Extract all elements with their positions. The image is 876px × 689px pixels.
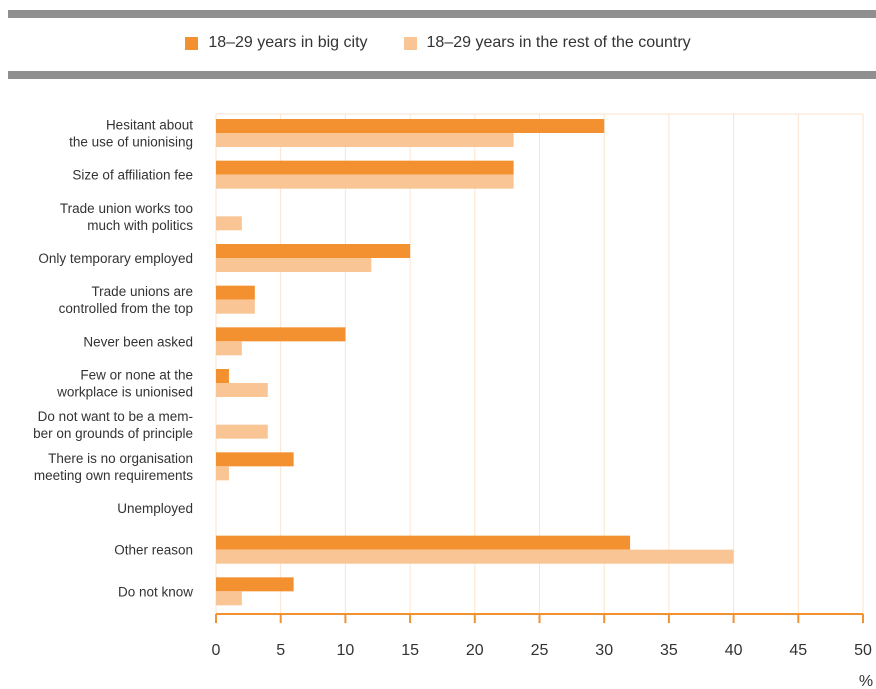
bar-rest-of-country-3 (216, 258, 372, 272)
category-label-line: Do not want to be a mem- (38, 409, 193, 424)
bar-rest-of-country-2 (216, 216, 242, 231)
bar-big-city-8 (216, 452, 294, 467)
category-label-8: There is no organisation meeting own requ… (34, 451, 193, 483)
category-label-11: Do not know (118, 584, 193, 599)
bar-big-city-11 (216, 577, 294, 592)
category-label-line: Other reason (114, 543, 193, 558)
x-tick-label-20: 20 (466, 642, 484, 659)
category-label-line: Unemployed (117, 501, 193, 516)
category-label-9: Unemployed (117, 501, 193, 516)
legend-item-rest-of-country: 18–29 years in the rest of the country (403, 34, 691, 52)
category-label-line: Size of affiliation fee (72, 168, 193, 183)
legend-swatch-big-city (185, 36, 199, 50)
category-label-line: meeting own requirements (34, 468, 193, 483)
bar-big-city-10 (216, 535, 631, 550)
x-tick-label-15: 15 (401, 642, 419, 659)
chart-legend: 18–29 years in big city 18–29 years in t… (0, 30, 876, 56)
category-label-2: Trade union works too much with politics (60, 201, 193, 233)
bar-rest-of-country-5 (216, 341, 242, 356)
x-tick-label-0: 0 (212, 642, 221, 659)
x-tick-label-10: 10 (337, 642, 355, 659)
category-label-line: much with politics (87, 218, 193, 233)
legend-bottom-rule (8, 71, 876, 79)
x-tick-label-45: 45 (789, 642, 807, 659)
category-label-line: Trade union works too (60, 201, 193, 216)
x-tick-label-40: 40 (725, 642, 743, 659)
category-label-line: There is no organisation (48, 451, 193, 466)
category-label-line: Trade unions are (91, 284, 193, 299)
x-tick-label-25: 25 (531, 642, 549, 659)
category-label-line: Hesitant about (106, 118, 193, 133)
bar-rest-of-country-7 (216, 424, 268, 439)
bar-rest-of-country-10 (216, 549, 734, 564)
bar-big-city-5 (216, 327, 346, 342)
category-label-line: ber on grounds of principle (33, 426, 193, 441)
category-label-7: Do not want to be a mem-ber on grounds o… (33, 409, 193, 441)
x-tick-label-5: 5 (276, 642, 285, 659)
bar-big-city-6 (216, 369, 229, 383)
category-label-line: controlled from the top (59, 301, 193, 316)
bar-big-city-3 (216, 244, 411, 258)
bar-big-city-4 (216, 285, 255, 300)
category-label-6: Few or none at the workplace is unionised (56, 368, 193, 400)
bar-rest-of-country-11 (216, 591, 242, 606)
legend-label-rest-of-country: 18–29 years in the rest of the country (426, 34, 691, 51)
x-tick-label-30: 30 (595, 642, 613, 659)
category-label-4: Trade unions are controlled from the top (59, 284, 193, 316)
legend-label-big-city: 18–29 years in big city (208, 34, 368, 51)
category-label-3: Only temporary employed (38, 251, 193, 266)
top-rule (8, 10, 876, 18)
category-label-0: Hesitant about the use of unionising (69, 118, 193, 150)
category-label-10: Other reason (114, 543, 193, 558)
category-label-line: Never been asked (83, 334, 193, 349)
legend-item-big-city: 18–29 years in big city (185, 34, 368, 52)
category-label-line: Do not know (118, 584, 193, 599)
category-label-line: Few or none at the (80, 368, 193, 383)
bar-big-city-1 (216, 160, 514, 175)
bar-rest-of-country-8 (216, 466, 229, 481)
category-label-1: Size of affiliation fee (72, 168, 193, 183)
legend-swatch-rest-of-country (403, 36, 417, 50)
x-tick-label-50: 50 (854, 642, 872, 659)
bar-rest-of-country-1 (216, 174, 514, 189)
category-label-line: the use of unionising (69, 135, 193, 150)
bar-rest-of-country-0 (216, 133, 514, 147)
bar-rest-of-country-6 (216, 383, 268, 397)
category-label-line: workplace is unionised (56, 385, 193, 400)
bar-big-city-0 (216, 119, 605, 133)
bar-rest-of-country-4 (216, 299, 255, 314)
category-label-5: Never been asked (83, 334, 193, 349)
category-label-line: Only temporary employed (38, 251, 193, 266)
x-tick-label-35: 35 (660, 642, 678, 659)
x-axis-unit: % (859, 673, 873, 689)
